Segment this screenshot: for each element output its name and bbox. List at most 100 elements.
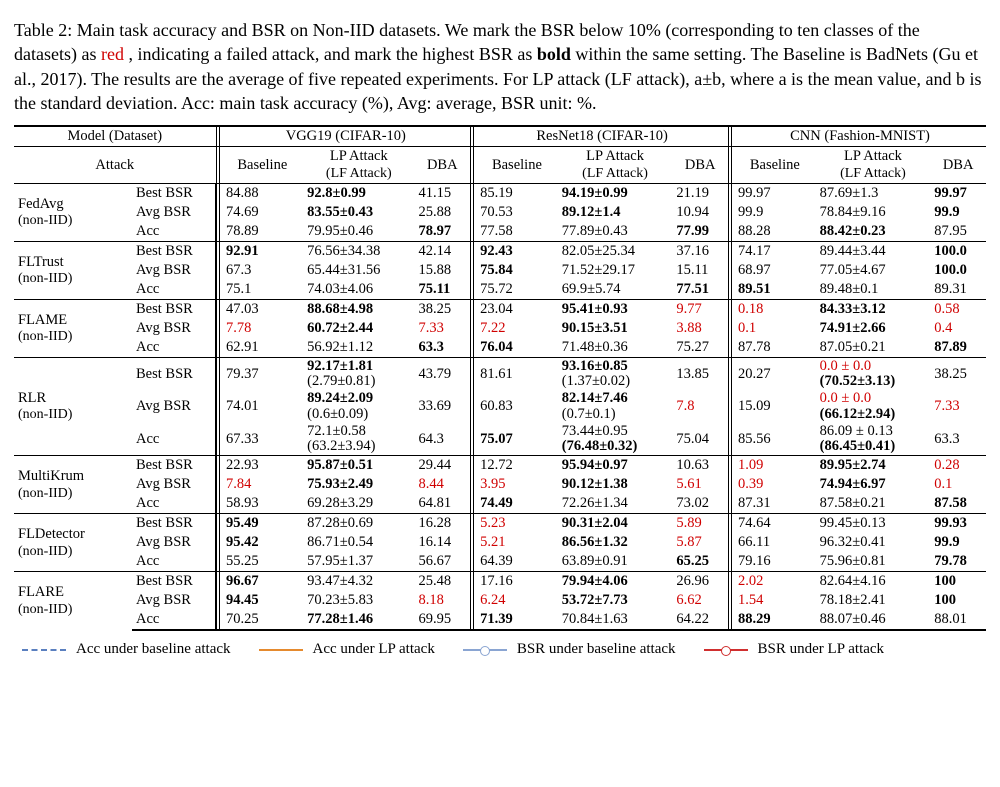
cell: 85.19 — [470, 183, 558, 203]
legend-item-lp-acc: Acc under LP attack — [259, 641, 435, 658]
caption-red-word: red — [101, 44, 124, 64]
cell: 25.48 — [414, 572, 470, 592]
cell: 79.78 — [930, 552, 986, 572]
cell: 90.31±2.04 — [558, 514, 673, 534]
cell: 5.89 — [672, 514, 728, 534]
cell: 0.0 ± 0.0(70.52±3.13) — [816, 357, 931, 390]
cell: 55.25 — [216, 552, 304, 572]
cell: 77.28±1.46 — [303, 610, 414, 630]
cell: 60.83 — [470, 390, 558, 422]
cell: 56.67 — [414, 552, 470, 572]
cell: 0.0 ± 0.0(66.12±2.94) — [816, 390, 931, 422]
cell: 37.16 — [672, 241, 728, 261]
cell: 93.47±4.32 — [303, 572, 414, 592]
cell: 0.58 — [930, 299, 986, 319]
cell: 89.12±1.4 — [558, 203, 673, 222]
caption-text-2: , indicating a failed attack, and mark t… — [128, 44, 536, 64]
cell: 5.87 — [672, 533, 728, 552]
cell: 65.25 — [672, 552, 728, 572]
cell: 89.24±2.09(0.6±0.09) — [303, 390, 414, 422]
group-name: RLR(non-IID) — [14, 357, 132, 455]
cell: 100.0 — [930, 261, 986, 280]
metric-label: Acc — [132, 552, 216, 572]
cell: 87.58 — [930, 494, 986, 514]
cell: 82.64±4.16 — [816, 572, 931, 592]
cell: 75.1 — [216, 280, 304, 300]
hdr-dba-2: DBA — [930, 147, 986, 184]
metric-label: Avg BSR — [132, 533, 216, 552]
hdr-model: Model (Dataset) — [14, 126, 216, 147]
cell: 8.18 — [414, 591, 470, 610]
cell: 63.89±0.91 — [558, 552, 673, 572]
cell: 15.09 — [728, 390, 816, 422]
metric-label: Best BSR — [132, 514, 216, 534]
cell: 85.56 — [728, 423, 816, 456]
cell: 70.53 — [470, 203, 558, 222]
cell: 88.29 — [728, 610, 816, 630]
cell: 75.04 — [672, 423, 728, 456]
cell: 47.03 — [216, 299, 304, 319]
cell: 25.88 — [414, 203, 470, 222]
cell: 92.17±1.81(2.79±0.81) — [303, 357, 414, 390]
metric-label: Best BSR — [132, 357, 216, 390]
cell: 99.9 — [728, 203, 816, 222]
cell: 74.01 — [216, 390, 304, 422]
hdr-dataset-1: ResNet18 (CIFAR-10) — [470, 126, 728, 147]
cell: 99.9 — [930, 203, 986, 222]
cell: 0.4 — [930, 319, 986, 338]
cell: 64.22 — [672, 610, 728, 630]
cell: 84.88 — [216, 183, 304, 203]
cell: 94.19±0.99 — [558, 183, 673, 203]
cell: 87.89 — [930, 338, 986, 358]
cell: 87.69±1.3 — [816, 183, 931, 203]
cell: 0.18 — [728, 299, 816, 319]
legend-item-baseline-bsr: BSR under baseline attack — [463, 641, 676, 658]
cell: 93.16±0.85(1.37±0.02) — [558, 357, 673, 390]
metric-label: Avg BSR — [132, 475, 216, 494]
metric-label: Acc — [132, 610, 216, 630]
cell: 88.28 — [728, 222, 816, 242]
cell: 67.33 — [216, 423, 304, 456]
cell: 74.17 — [728, 241, 816, 261]
cell: 88.01 — [930, 610, 986, 630]
cell: 17.16 — [470, 572, 558, 592]
cell: 83.55±0.43 — [303, 203, 414, 222]
cell: 100 — [930, 572, 986, 592]
cell: 10.63 — [672, 456, 728, 476]
cell: 78.18±2.41 — [816, 591, 931, 610]
legend-item-baseline-acc: Acc under baseline attack — [22, 641, 231, 658]
cell: 10.94 — [672, 203, 728, 222]
cell: 100 — [930, 591, 986, 610]
cell: 1.54 — [728, 591, 816, 610]
metric-label: Acc — [132, 280, 216, 300]
cell: 7.78 — [216, 319, 304, 338]
metric-label: Best BSR — [132, 456, 216, 476]
legend-marker-circle — [721, 646, 731, 656]
group-name: FLTrust(non-IID) — [14, 241, 132, 299]
cell: 69.95 — [414, 610, 470, 630]
cell: 70.84±1.63 — [558, 610, 673, 630]
cell: 95.49 — [216, 514, 304, 534]
cell: 15.88 — [414, 261, 470, 280]
cell: 7.84 — [216, 475, 304, 494]
cell: 75.72 — [470, 280, 558, 300]
cell: 64.81 — [414, 494, 470, 514]
cell: 6.24 — [470, 591, 558, 610]
cell: 89.48±0.1 — [816, 280, 931, 300]
legend-line-dashed — [22, 649, 66, 651]
cell: 88.42±0.23 — [816, 222, 931, 242]
metric-label: Acc — [132, 494, 216, 514]
cell: 75.96±0.81 — [816, 552, 931, 572]
cell: 65.44±31.56 — [303, 261, 414, 280]
cell: 94.45 — [216, 591, 304, 610]
cell: 29.44 — [414, 456, 470, 476]
hdr-lp-top: LP Attack — [330, 148, 388, 164]
legend-line-red — [704, 649, 748, 651]
metric-label: Acc — [132, 338, 216, 358]
cell: 95.41±0.93 — [558, 299, 673, 319]
cell: 64.3 — [414, 423, 470, 456]
legend-label: BSR under LP attack — [758, 641, 885, 658]
hdr-dba-1: DBA — [672, 147, 728, 184]
hdr-baseline-1: Baseline — [470, 147, 558, 184]
cell: 66.11 — [728, 533, 816, 552]
